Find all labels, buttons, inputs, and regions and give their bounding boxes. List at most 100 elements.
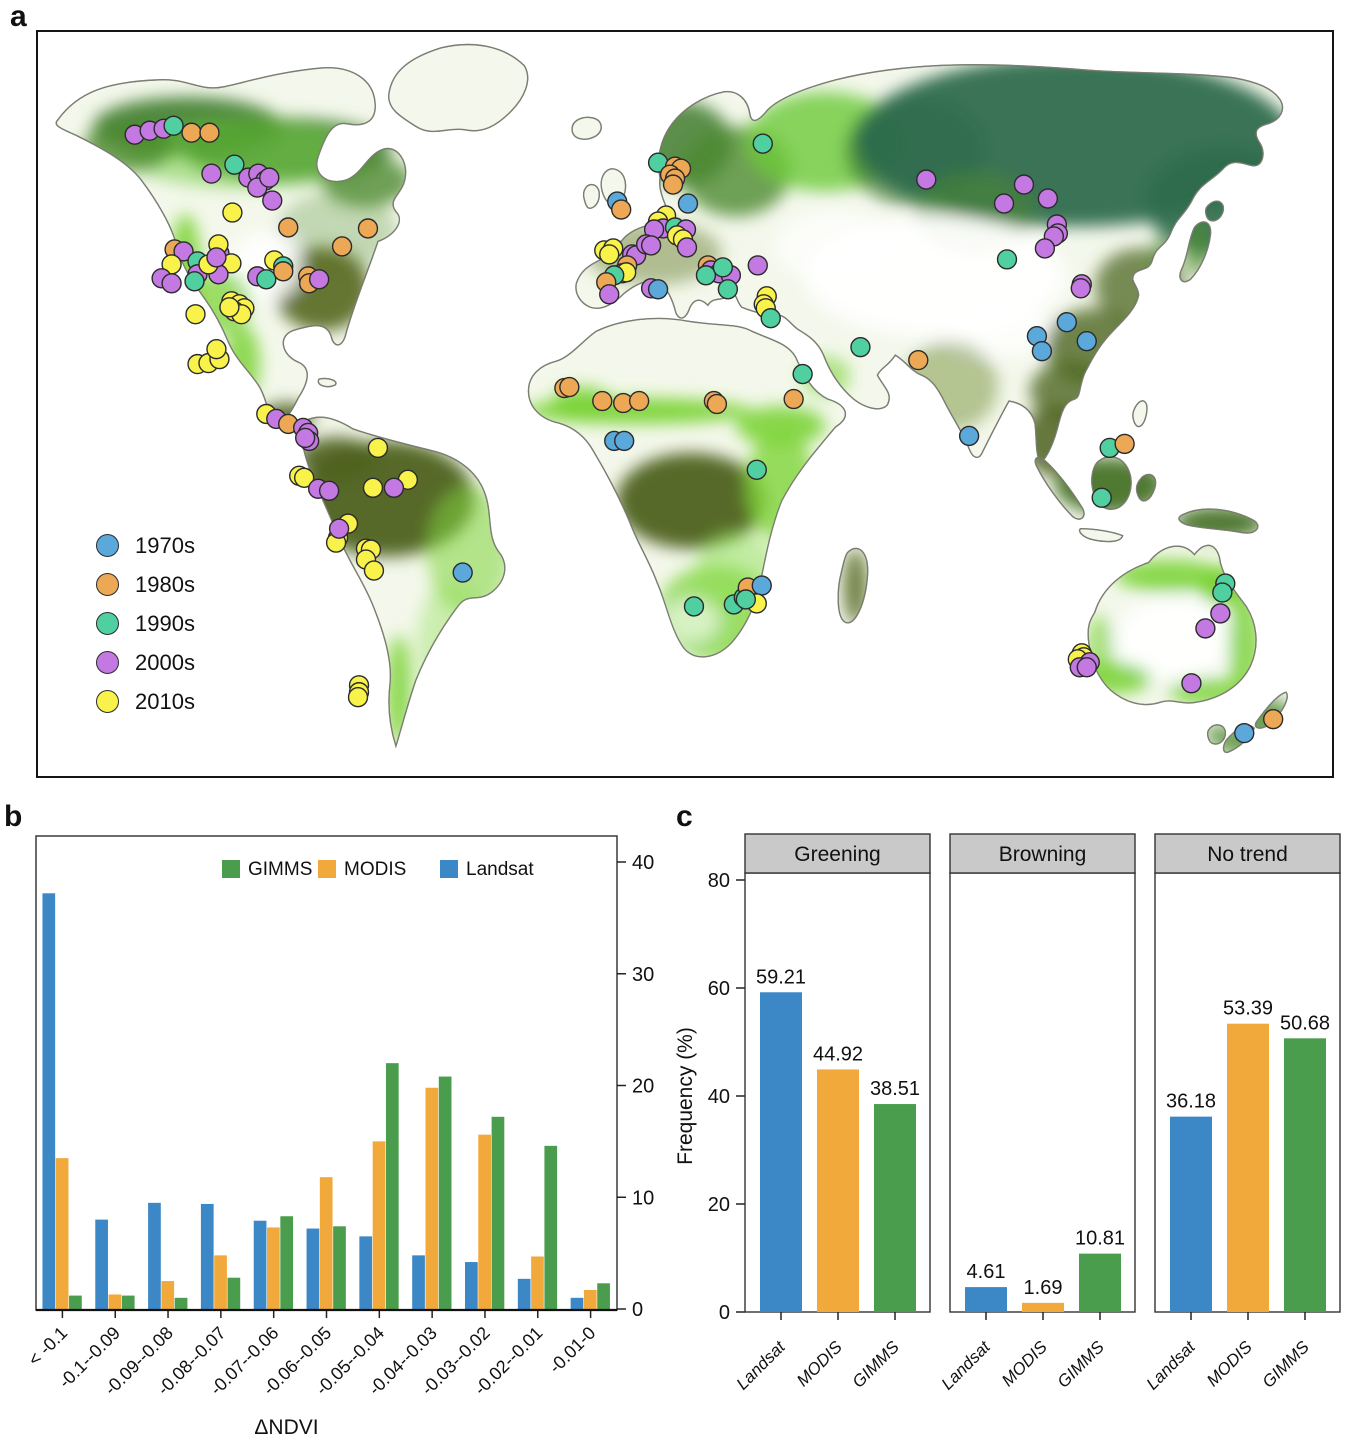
site-dot-2010s: [363, 560, 385, 581]
site-dot-2000s: [640, 235, 662, 256]
bar-modis-7: [425, 1087, 439, 1309]
bar-landsat-10: [570, 1297, 584, 1309]
bar-landsat-2: [148, 1202, 161, 1309]
bar-landsat-9: [517, 1278, 531, 1309]
panel-c-label: c: [676, 800, 693, 833]
site-dot-1970s: [677, 193, 699, 214]
bar-modis-0: [55, 1158, 69, 1309]
legend-dot-icon: [96, 534, 119, 557]
y-tick-label: 0: [632, 1299, 643, 1321]
bar-landsat-0: [42, 893, 56, 1309]
site-dot-2000s: [173, 241, 194, 262]
study-site-dots: [124, 115, 1284, 744]
site-dot-2000s: [1034, 238, 1056, 259]
map-legend-item-2010s: 2010s: [96, 682, 195, 721]
x-tick-label: Landsat: [1143, 1336, 1200, 1393]
legend-label: 1970s: [135, 532, 195, 558]
bar-gimms-10: [597, 1283, 610, 1309]
bar-greening-gimms: [874, 1104, 916, 1312]
site-dot-1970s: [1076, 330, 1097, 352]
y-tick-label: 80: [708, 870, 730, 892]
site-dot-2000s: [916, 169, 937, 190]
site-dot-1970s: [1234, 722, 1255, 744]
bar-browning-modis: [1022, 1302, 1064, 1312]
site-dot-1990s: [746, 459, 767, 480]
x-tick-label: MODIS: [998, 1337, 1051, 1390]
site-dot-2000s: [259, 167, 280, 188]
bar-no-trend-gimms: [1284, 1038, 1326, 1312]
site-dot-2010s: [599, 244, 620, 265]
bar-greening-landsat: [760, 992, 802, 1312]
site-dot-2000s: [1181, 673, 1202, 694]
map-legend-item-1990s: 1990s: [96, 604, 195, 643]
site-dot-1990s: [996, 249, 1018, 270]
y-axis-title: Frequency (%): [674, 1027, 697, 1165]
bar-gimms-7: [438, 1076, 452, 1309]
site-dot-1980s: [628, 390, 650, 412]
site-dot-2000s: [599, 284, 620, 305]
site-dot-2000s: [308, 269, 330, 290]
site-dot-1970s: [614, 430, 635, 452]
bar-value-label: 4.61: [967, 1261, 1006, 1283]
bar-greening-modis: [817, 1069, 859, 1312]
site-dot-1980s: [181, 122, 202, 143]
legend-dot-icon: [96, 690, 119, 713]
site-dot-1980s: [611, 199, 632, 220]
legend-swatch-GIMMS: [222, 860, 240, 878]
site-dot-2010s: [294, 467, 315, 488]
world-map: [55, 43, 1288, 754]
site-dot-1970s: [958, 425, 980, 447]
site-dot-1980s: [559, 376, 580, 398]
site-dot-2000s: [1195, 618, 1216, 639]
site-dot-2010s: [206, 338, 227, 360]
site-dot-1980s: [273, 261, 294, 282]
bar-modis-3: [214, 1255, 227, 1309]
bar-value-label: 59.21: [756, 966, 806, 988]
y-tick-label: 60: [708, 978, 730, 1000]
y-tick-label: 30: [632, 964, 654, 986]
legend-label-GIMMS: GIMMS: [248, 859, 312, 880]
site-dot-2000s: [676, 237, 698, 258]
legend-dot-icon: [96, 612, 119, 635]
site-dot-2000s: [747, 255, 768, 276]
x-tick-label: < -0.1: [24, 1323, 71, 1370]
bar-landsat-6: [359, 1236, 373, 1309]
site-dot-1990s: [712, 257, 734, 278]
site-dot-2010s: [219, 297, 240, 318]
legend-swatch-MODIS: [318, 860, 336, 878]
trend-frequency-chart: 0 20 40 60 80 Frequency (%) Greening 59.21 Lands…: [674, 833, 1341, 1394]
bar-gimms-2: [174, 1297, 188, 1309]
legend-dot-icon: [96, 573, 119, 596]
bar-gimms-4: [280, 1216, 294, 1309]
site-dot-1990s: [1212, 582, 1233, 603]
bar-value-label: 44.92: [813, 1043, 863, 1065]
x-tick-label: GIMMS: [849, 1337, 904, 1392]
bar-value-label: 36.18: [1166, 1091, 1216, 1113]
site-dot-1980s: [592, 390, 613, 412]
site-dot-2000s: [1037, 188, 1059, 209]
x-tick-label: GIMMS: [1259, 1337, 1314, 1392]
site-dot-1990s: [256, 269, 277, 290]
site-dot-1980s: [662, 174, 684, 195]
bar-gimms-6: [385, 1063, 399, 1309]
site-dot-2000s: [206, 247, 227, 268]
site-dot-1990s: [1091, 487, 1112, 508]
bar-modis-2: [161, 1281, 175, 1309]
bar-modis-6: [372, 1141, 386, 1309]
site-dot-2010s: [222, 202, 243, 223]
site-dot-2000s: [201, 163, 222, 184]
legend-label: 1980s: [135, 571, 195, 597]
bar-browning-gimms: [1079, 1253, 1121, 1312]
legend-label-Landsat: Landsat: [466, 859, 534, 880]
x-tick-label: MODIS: [1203, 1337, 1256, 1390]
bar-modis-10: [583, 1290, 597, 1309]
x-tick-label: Landsat: [733, 1336, 790, 1393]
site-dot-2000s: [328, 518, 350, 539]
site-dot-2010s: [367, 437, 389, 459]
bar-landsat-8: [465, 1262, 478, 1309]
bar-value-label: 50.68: [1280, 1012, 1330, 1034]
legend-dot-icon: [96, 651, 119, 674]
legend-label: 1990s: [135, 610, 195, 636]
bar-gimms-9: [544, 1145, 558, 1309]
facet-header-2: [1154, 833, 1341, 874]
